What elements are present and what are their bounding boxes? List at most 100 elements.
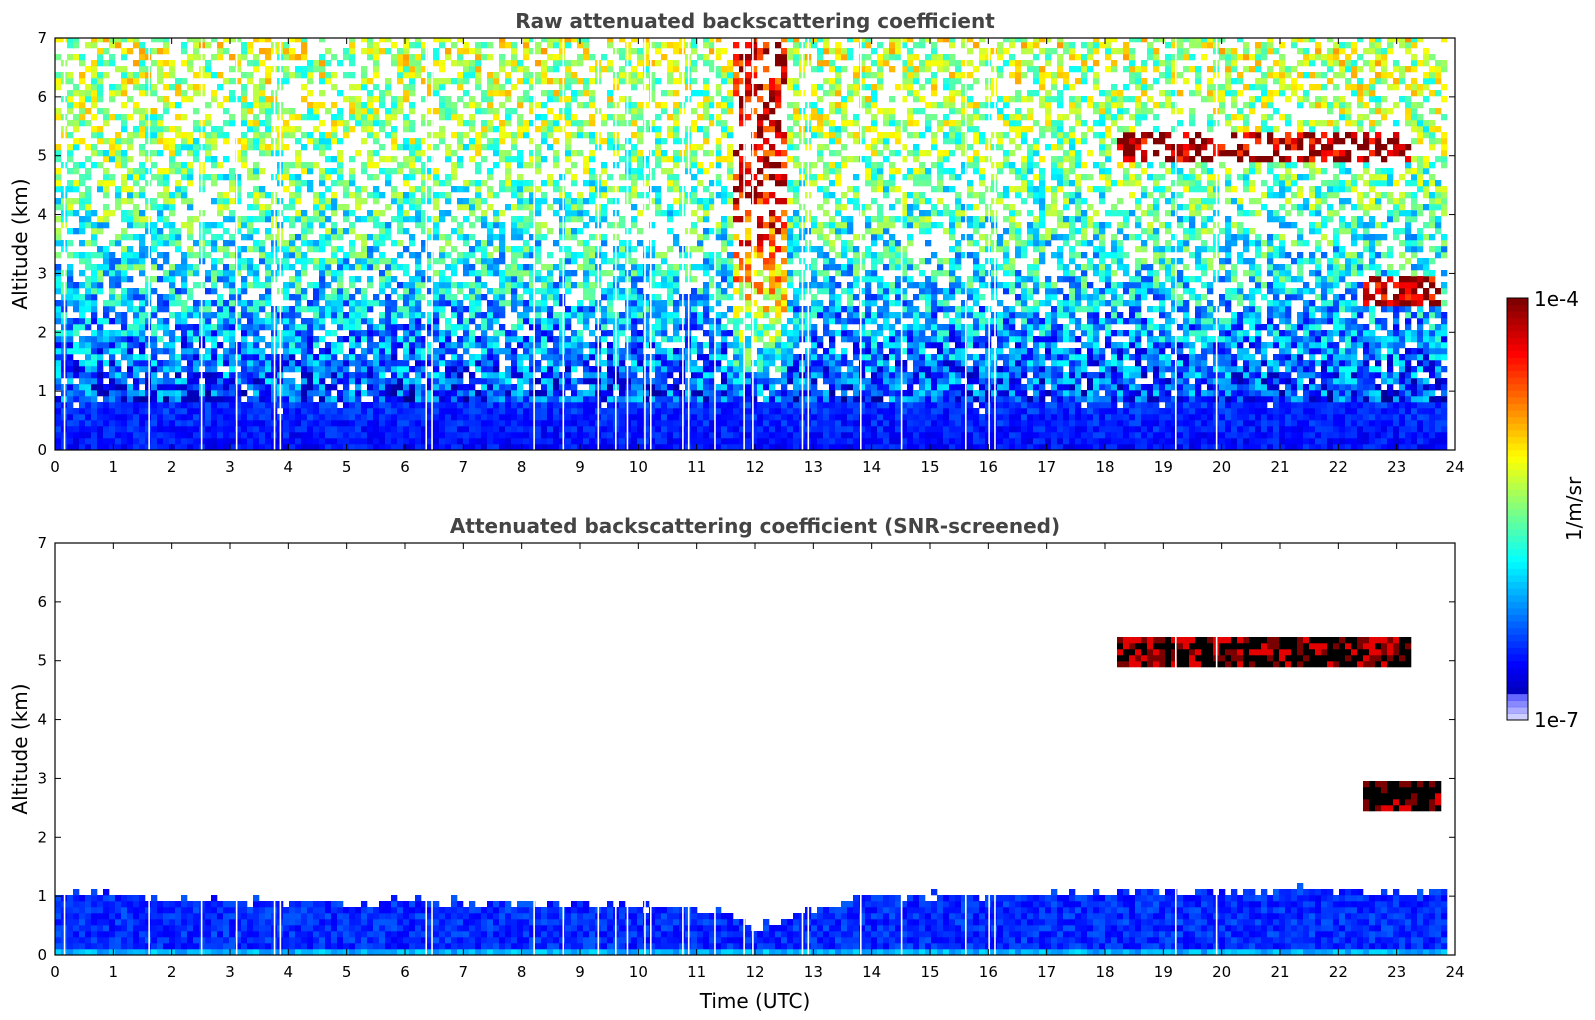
colorbar-step <box>1507 443 1528 451</box>
colorbar-step <box>1507 673 1528 681</box>
data-gap-line <box>988 543 990 955</box>
colorbar-step <box>1507 330 1528 339</box>
x-tick-label: 22 <box>1329 963 1348 981</box>
data-gap-line <box>965 543 967 955</box>
data-gap-line <box>644 543 646 955</box>
colorbar-step <box>1507 535 1528 543</box>
colorbar-step <box>1507 522 1528 530</box>
x-tick-label: 8 <box>517 458 527 476</box>
raw-axis-ticks: 0 1 2 3 4 5 6 7 8 9 10 11 12 13 14 15 16 17 18 19 20 21 22 23 24… <box>37 29 1464 476</box>
data-gap-line <box>533 543 535 955</box>
x-tick-label: 10 <box>629 458 648 476</box>
data-gap-line <box>714 543 716 955</box>
colorbar-step <box>1507 594 1528 602</box>
colorbar-step <box>1507 311 1528 319</box>
x-tick-label: 8 <box>517 963 527 981</box>
colorbar-step <box>1507 574 1528 583</box>
data-gap-line <box>682 543 684 955</box>
y-tick-label: 1 <box>37 887 47 905</box>
data-gap-line <box>644 38 646 450</box>
x-tick-label: 14 <box>862 963 881 981</box>
x-tick-label: 4 <box>284 963 294 981</box>
colorbar-step <box>1507 706 1528 714</box>
x-tick-label: 23 <box>1387 458 1406 476</box>
colorbar-step <box>1507 429 1528 437</box>
data-gap-line <box>200 38 203 450</box>
x-tick-label: 9 <box>575 458 585 476</box>
colorbar-step <box>1507 634 1528 642</box>
data-gap-line <box>807 543 810 955</box>
data-gap-line <box>425 38 428 450</box>
x-tick-label: 16 <box>979 458 998 476</box>
colorbar-step <box>1507 403 1528 411</box>
screened-data-gaps <box>63 543 1218 955</box>
x-tick-label: 11 <box>687 458 706 476</box>
colorbar-min-label: 1e-7 <box>1534 708 1579 732</box>
data-gap-line <box>626 38 629 450</box>
colorbar-step <box>1507 363 1528 372</box>
y-tick-label: 4 <box>37 711 47 729</box>
colorbar-step <box>1507 607 1528 615</box>
data-gap-line <box>597 38 600 450</box>
x-tick-label: 21 <box>1270 963 1289 981</box>
data-gap-line <box>425 543 428 955</box>
colorbar-step <box>1507 344 1528 352</box>
colorbar-step <box>1507 509 1528 517</box>
data-gap-line <box>900 38 903 450</box>
x-tick-label: 10 <box>629 963 648 981</box>
raw-backscatter-field <box>55 38 1448 450</box>
data-gap-line <box>63 543 66 955</box>
colorbar-step <box>1507 581 1528 589</box>
data-gap-line <box>682 38 684 450</box>
colorbar-step <box>1507 621 1528 629</box>
data-gap-line <box>752 38 754 450</box>
colorbar-step <box>1507 627 1528 635</box>
colorbar-step <box>1507 304 1528 312</box>
screened-backscatter-panel: Attenuated backscattering coefficient (S… <box>8 514 1465 1013</box>
data-gap-line <box>626 543 629 955</box>
data-gap-line <box>687 38 690 450</box>
y-tick-label: 2 <box>37 828 47 846</box>
colorbar-max-label: 1e-4 <box>1534 287 1579 311</box>
x-tick-label: 9 <box>575 963 585 981</box>
colorbar-step <box>1507 298 1528 306</box>
raw-backscatter-heatmap <box>55 38 1448 450</box>
colorbar-step <box>1507 476 1528 484</box>
x-tick-label: 0 <box>50 458 60 476</box>
colorbar-step <box>1507 436 1528 444</box>
x-tick-label: 12 <box>745 458 764 476</box>
data-gap-line <box>1175 38 1177 450</box>
data-gap-line <box>687 543 690 955</box>
colorbar-step <box>1507 548 1528 556</box>
colorbar-step <box>1507 667 1528 675</box>
x-tick-label: 7 <box>459 458 469 476</box>
x-tick-label: 23 <box>1387 963 1406 981</box>
x-tick-label: 13 <box>804 458 823 476</box>
y-tick-label: 7 <box>37 534 47 552</box>
colorbar-step <box>1507 687 1528 695</box>
colorbar-step <box>1507 660 1528 668</box>
data-gap-line <box>533 38 535 450</box>
x-tick-label: 1 <box>109 963 119 981</box>
colorbar-gradient <box>1507 298 1528 721</box>
colorbar-step <box>1507 469 1528 477</box>
colorbar-step <box>1507 515 1528 523</box>
colorbar-step <box>1507 640 1528 648</box>
x-tick-label: 4 <box>284 458 294 476</box>
data-gap-line <box>235 543 238 955</box>
x-tick-label: 19 <box>1154 458 1173 476</box>
data-gap-line <box>279 543 282 955</box>
y-tick-label: 0 <box>37 946 47 964</box>
colorbar-step <box>1507 383 1528 391</box>
x-tick-label: 20 <box>1212 458 1231 476</box>
x-tick-label: 22 <box>1329 458 1348 476</box>
x-tick-label: 6 <box>400 458 410 476</box>
data-gap-line <box>1175 543 1177 955</box>
colorbar-step <box>1507 357 1528 365</box>
data-gap-line <box>273 543 276 955</box>
raw-y-axis-label: Altitude (km) <box>8 178 32 309</box>
data-gap-line <box>615 38 617 450</box>
x-tick-label: 13 <box>804 963 823 981</box>
colorbar-step <box>1507 614 1528 622</box>
screened-panel-title: Attenuated backscattering coefficient (S… <box>450 514 1060 538</box>
